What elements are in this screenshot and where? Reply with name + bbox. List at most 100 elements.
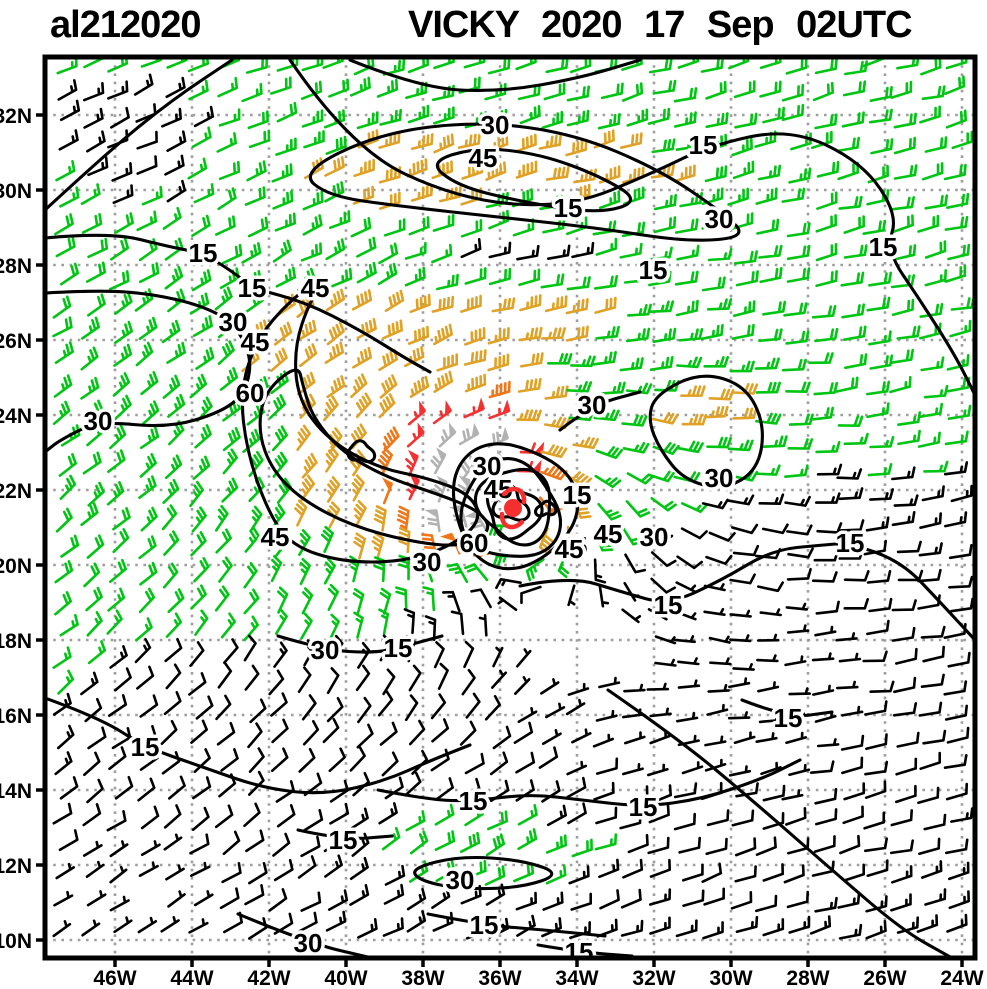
wind-barb <box>324 156 345 177</box>
wind-barb <box>404 241 427 260</box>
wind-barb <box>701 187 724 206</box>
wind-barb <box>433 641 445 669</box>
wind-barb <box>891 865 913 884</box>
wind-barb <box>889 375 912 394</box>
wind-barb <box>478 614 488 637</box>
wind-barb <box>138 587 156 614</box>
wind-barb <box>223 638 239 664</box>
wind-barb <box>327 583 339 611</box>
contour-label: 15 <box>629 792 658 822</box>
wind-barb <box>192 455 211 480</box>
wind-barb <box>756 654 779 663</box>
wind-barb <box>141 400 160 425</box>
wind-barb <box>525 558 545 582</box>
wind-barb <box>377 690 394 717</box>
wind-barb <box>379 108 402 126</box>
wind-barb <box>541 917 562 938</box>
wind-barb <box>945 838 969 855</box>
wind-barb <box>756 218 780 235</box>
wind-barb <box>815 270 838 288</box>
wind-barb <box>651 412 679 425</box>
wind-barb <box>594 833 618 851</box>
wind-barb <box>108 270 130 291</box>
wind-barb <box>703 887 725 906</box>
contour-label: 15 <box>238 273 267 303</box>
wind-barb <box>519 294 542 312</box>
wind-barb <box>835 632 858 642</box>
wind-barb <box>924 194 949 210</box>
wind-barb <box>357 696 372 724</box>
wind-barb <box>276 804 296 828</box>
wind-barb <box>812 81 834 102</box>
wind-barb <box>651 138 676 154</box>
wind-barb <box>193 748 211 773</box>
wind-barb <box>81 213 103 234</box>
wind-barb <box>593 558 607 584</box>
wind-barb <box>917 786 940 805</box>
wind-barb <box>52 316 73 338</box>
wind-barb <box>191 806 210 831</box>
wind-barb <box>759 59 782 70</box>
wind-barb <box>324 341 345 364</box>
wind-barb <box>328 78 350 98</box>
wind-barb <box>893 136 916 155</box>
contour-label: 15 <box>869 232 898 262</box>
contour-label: 15 <box>774 703 803 733</box>
wind-barb <box>816 160 840 178</box>
wind-barb <box>331 267 353 288</box>
wind-barb <box>59 776 79 800</box>
wind-barb <box>249 505 263 533</box>
wind-barb <box>302 214 323 236</box>
wind-barb <box>381 826 401 851</box>
wind-barb <box>353 500 367 528</box>
wind-barb <box>460 187 483 206</box>
wind-barb <box>815 600 840 615</box>
contour-label: 15 <box>563 480 592 510</box>
wind-barb <box>435 777 454 801</box>
wind-barb <box>811 305 837 319</box>
wind-barb <box>87 640 107 665</box>
wind-barb <box>595 325 620 340</box>
wind-barb <box>592 351 617 366</box>
wind-barb <box>920 625 946 639</box>
wind-barb <box>189 373 208 399</box>
wind-barb <box>816 738 840 748</box>
wind-barb <box>241 242 262 264</box>
contour-label: 30 <box>705 204 734 234</box>
contour-label: 15 <box>459 786 488 816</box>
contour-label: 45 <box>261 522 290 552</box>
contour-label: 15 <box>654 590 683 620</box>
wind-barb <box>377 262 398 286</box>
wind-barb <box>460 219 483 238</box>
wind-barb <box>55 235 76 258</box>
wind-barb <box>353 532 367 560</box>
wind-barb <box>541 729 562 745</box>
wind-barb <box>896 916 919 934</box>
contour-label: 15 <box>329 825 358 855</box>
wind-barb <box>187 59 209 73</box>
wind-barb <box>140 59 163 68</box>
wind-barb <box>275 137 297 156</box>
contour-label: 15 <box>384 633 413 663</box>
wind-barb <box>650 577 676 594</box>
wind-barb <box>622 763 644 776</box>
wind-barb <box>107 80 129 100</box>
wind-barb <box>431 243 453 264</box>
wind-barb <box>571 728 592 744</box>
wind-barb <box>673 635 696 644</box>
wind-barb <box>379 721 398 746</box>
isotach-contour <box>518 542 973 641</box>
wind-barb <box>650 551 677 568</box>
wind-barb <box>732 300 756 318</box>
wind-barb <box>727 439 754 452</box>
wind-barb <box>138 475 157 499</box>
wind-barb <box>351 289 373 311</box>
wind-barb <box>299 343 318 368</box>
wind-barb <box>168 775 186 800</box>
wind-barb <box>813 381 839 396</box>
wind-barb <box>357 642 371 669</box>
wind-barb <box>598 858 620 879</box>
wind-barb <box>268 669 285 696</box>
wind-barb <box>378 242 399 265</box>
